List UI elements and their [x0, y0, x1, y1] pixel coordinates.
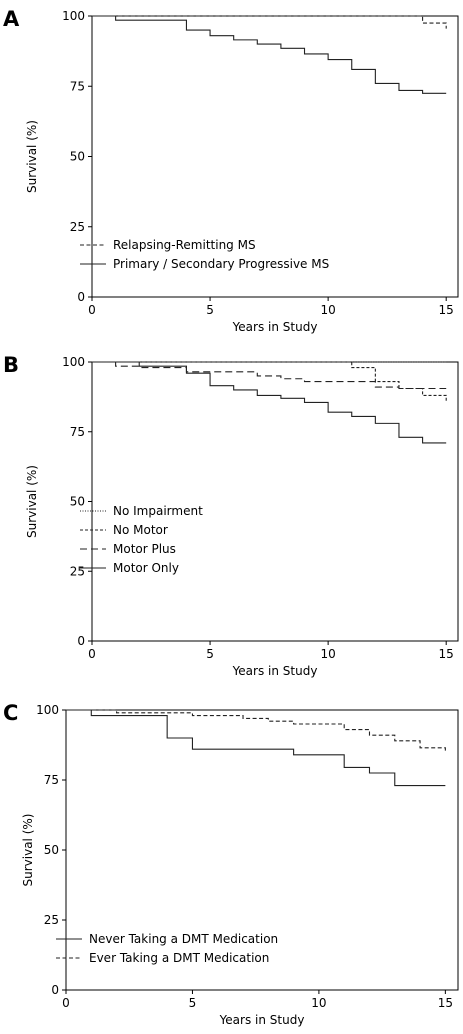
series-line-motor-only — [92, 361, 447, 444]
series-line-relapsing-remitting-ms — [92, 15, 447, 29]
legend-label: Motor Plus — [113, 542, 176, 556]
legend-label: Never Taking a DMT Medication — [89, 932, 278, 946]
y-tick-label: 100 — [62, 9, 85, 23]
series-line-no-motor — [92, 361, 447, 402]
y-tick-label: 100 — [36, 703, 59, 717]
legend-label: No Impairment — [113, 504, 203, 518]
series-line-primary-secondary-progressive-ms — [92, 15, 447, 94]
x-axis-title: Years in Study — [232, 320, 318, 334]
legend-label: Motor Only — [113, 561, 179, 575]
x-tick-label: 5 — [206, 303, 214, 317]
legend-label: Primary / Secondary Progressive MS — [113, 257, 329, 271]
legend: Never Taking a DMT Medication Ever Taking… — [56, 932, 278, 965]
x-tick-label: 10 — [311, 996, 326, 1010]
x-tick-label: 15 — [439, 647, 454, 661]
legend-label: No Motor — [113, 523, 168, 537]
y-axis-title: Survival (%) — [21, 814, 35, 887]
x-tick-label: 5 — [189, 996, 197, 1010]
legend-label: Ever Taking a DMT Medication — [89, 951, 269, 965]
plot-frame — [65, 709, 459, 991]
panel-A: A 0 25 50 75 100 0 5 10 15 Years in Study Survival … — [3, 7, 459, 334]
legend: No Impairment No Motor Motor Plus Motor Onl… — [80, 504, 203, 575]
x-tick-label: 0 — [88, 647, 96, 661]
panel-C: C 0 25 50 75 100 0 5 10 15 Years in Study Survival … — [3, 701, 459, 1027]
y-axis-title: Survival (%) — [25, 465, 39, 538]
y-tick-label: 50 — [70, 150, 85, 164]
y-tick-label: 50 — [44, 843, 59, 857]
x-tick-label: 10 — [320, 303, 335, 317]
y-tick-label: 75 — [70, 425, 85, 439]
series-line-motor-plus — [92, 361, 447, 390]
y-tick-label: 75 — [70, 79, 85, 93]
y-tick-label: 25 — [70, 220, 85, 234]
y-tick-label: 0 — [77, 634, 85, 648]
y-tick-label: 25 — [44, 913, 59, 927]
y-tick-label: 50 — [70, 495, 85, 509]
plot-frame — [91, 361, 459, 642]
legend: Relapsing-Remitting MS Primary / Secondar… — [80, 238, 329, 271]
x-tick-label: 0 — [62, 996, 70, 1010]
legend-label: Relapsing-Remitting MS — [113, 238, 256, 252]
x-tick-label: 5 — [206, 647, 214, 661]
panel-letter: A — [3, 7, 20, 31]
y-axis-title: Survival (%) — [25, 120, 39, 193]
y-tick-label: 0 — [51, 983, 59, 997]
series-line-never-taking-a-dmt-medication — [66, 709, 446, 787]
panel-letter: C — [3, 701, 18, 725]
x-tick-label: 10 — [320, 647, 335, 661]
panel-letter: B — [3, 353, 19, 377]
x-axis-title: Years in Study — [232, 664, 318, 678]
panel-B: B 0 25 50 75 100 0 5 10 15 Years in Study Survival … — [3, 353, 459, 678]
plot-frame — [91, 15, 459, 298]
y-tick-label: 75 — [44, 773, 59, 787]
y-tick-label: 100 — [62, 355, 85, 369]
x-tick-label: 15 — [438, 996, 453, 1010]
x-axis-title: Years in Study — [219, 1013, 305, 1027]
y-tick-label: 0 — [77, 290, 85, 304]
series-line-ever-taking-a-dmt-medication — [66, 709, 446, 751]
x-tick-label: 15 — [439, 303, 454, 317]
y-tick-label: 25 — [70, 564, 85, 578]
x-tick-label: 0 — [88, 303, 96, 317]
